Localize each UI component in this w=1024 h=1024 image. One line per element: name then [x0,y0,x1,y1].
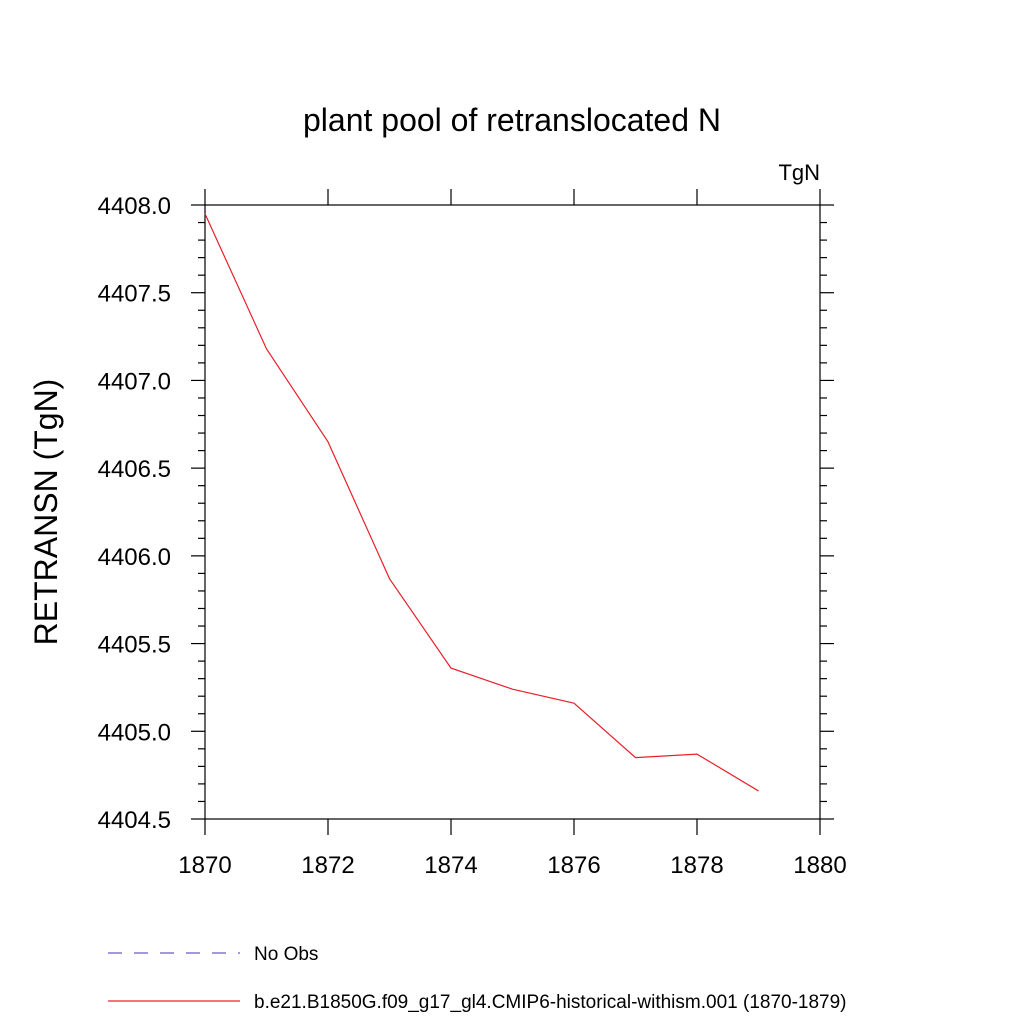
x-tick-label: 1880 [793,852,846,879]
y-tick-label: 4406.0 [98,544,171,571]
chart-title: plant pool of retranslocated N [303,102,721,138]
y-tick-label: 4406.5 [98,456,171,483]
legend-label: No Obs [254,944,318,965]
units-label: TgN [778,160,820,185]
legend: No Obs b.e21.B1850G.f09_g17_gl4.CMIP6-his… [108,944,847,1013]
x-tick-label: 1876 [547,852,600,879]
y-tick-label: 4407.5 [98,281,171,308]
y-tick-label: 4405.5 [98,632,171,659]
x-tick-label: 1878 [670,852,723,879]
x-tick-label: 1872 [301,852,354,879]
y-tick-label: 4404.5 [98,807,171,834]
x-tick-label: 1874 [424,852,477,879]
axis-ticks [191,189,834,835]
series-line [204,213,759,792]
tick-labels: 1870 1872 1874 1876 1878 1880 4404.5 4405.0 4405… [98,193,847,879]
y-tick-label: 4405.0 [98,719,171,746]
y-tick-label: 4407.0 [98,368,171,395]
legend-label: b.e21.B1850G.f09_g17_gl4.CMIP6-historica… [254,992,847,1013]
plot-frame [204,204,821,820]
x-tick-label: 1870 [178,852,231,879]
y-axis-label: RETRANSN (TgN) [28,379,64,646]
series-layer [204,213,759,792]
y-tick-label: 4408.0 [98,193,171,220]
